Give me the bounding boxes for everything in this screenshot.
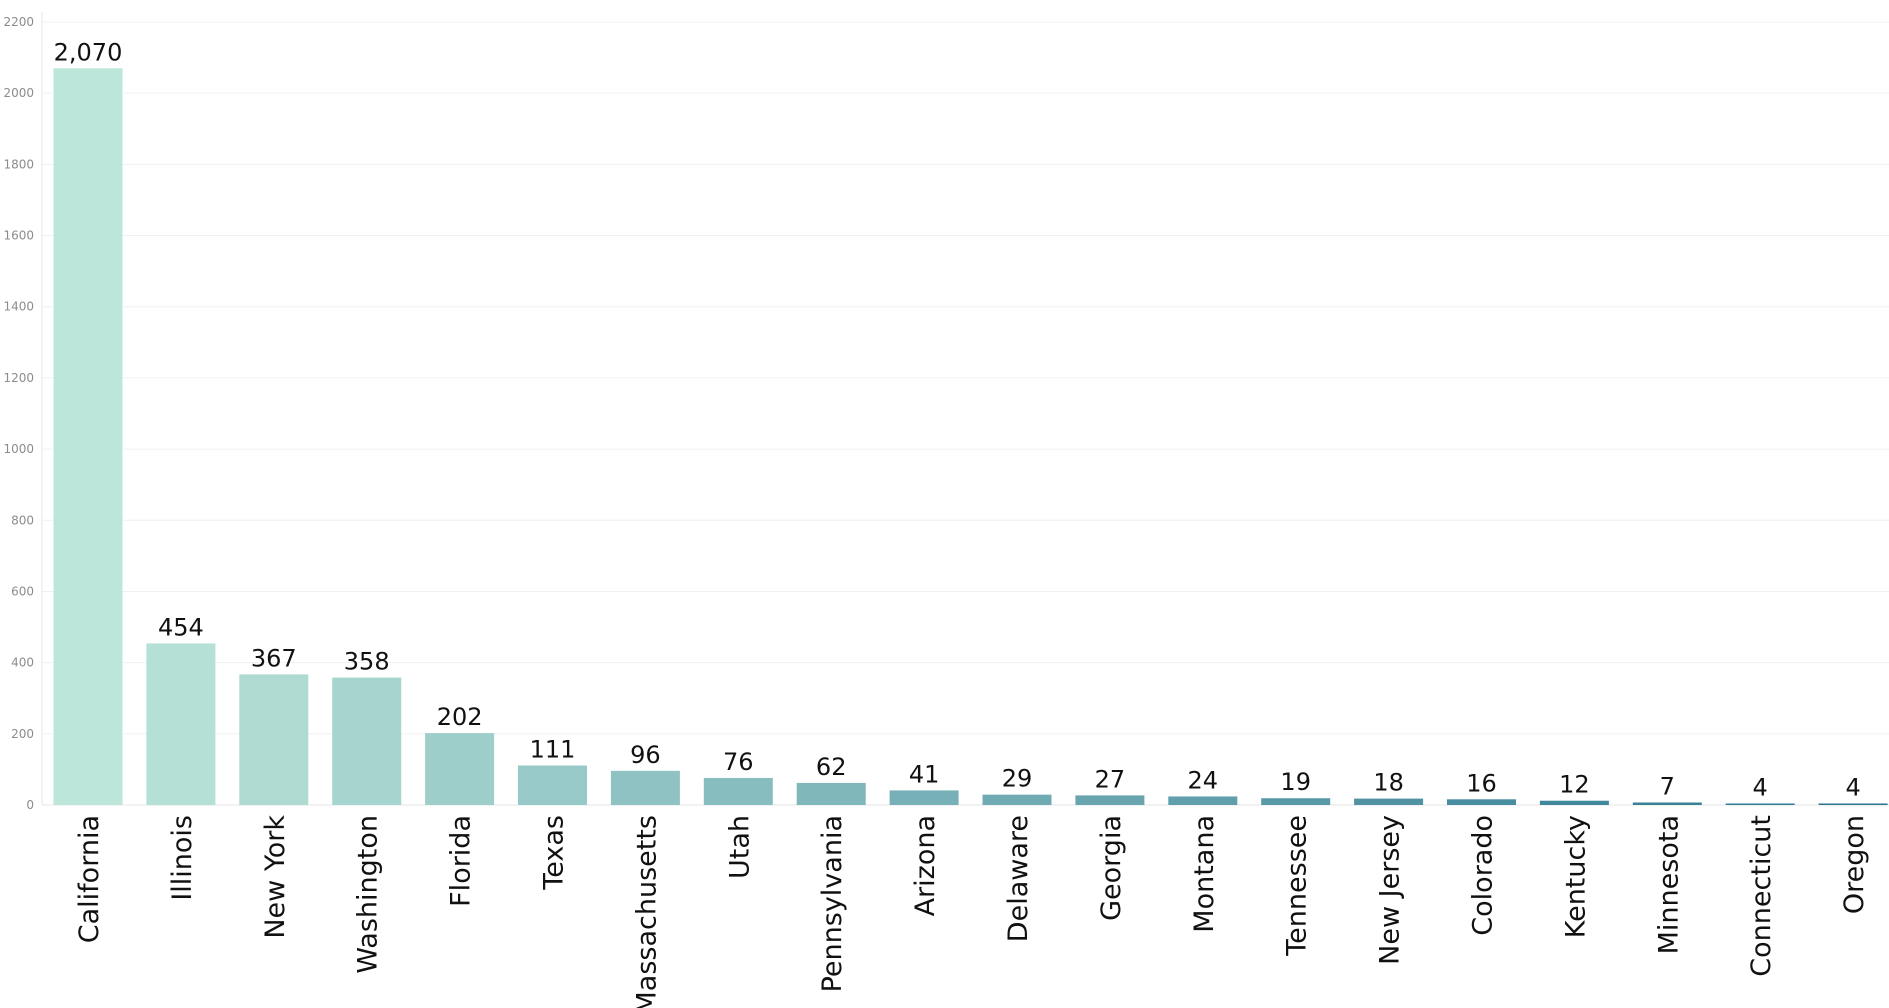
value-label: 4: [1845, 774, 1860, 802]
bar-illinois: [146, 643, 216, 805]
value-label: 358: [344, 648, 390, 676]
category-label: Illinois: [167, 815, 198, 901]
y-tick-label: 0: [26, 798, 34, 812]
y-tick-label: 600: [11, 584, 34, 598]
category-label: Delaware: [1003, 815, 1034, 942]
bar-connecticut: [1725, 803, 1795, 805]
category-label: Arizona: [910, 815, 941, 916]
category-label: Washington: [353, 815, 384, 974]
value-label: 2,070: [54, 38, 123, 66]
category-label: Tennessee: [1282, 815, 1313, 957]
category-label: Massachusetts: [631, 815, 662, 1008]
bar-florida: [425, 733, 495, 805]
value-label: 24: [1188, 766, 1219, 794]
bar-pennsylvania: [796, 782, 866, 805]
y-tick-label: 1600: [3, 229, 34, 243]
value-label: 202: [437, 703, 483, 731]
category-label: Kentucky: [1560, 815, 1591, 938]
value-labels: 2,070 454 367 358 202 111 96 76 62 41 29 27 24 19 18 16…: [54, 38, 1861, 801]
bar-massachusetts: [610, 770, 680, 805]
value-label: 16: [1466, 769, 1497, 797]
value-label: 76: [723, 748, 754, 776]
bar-tennessee: [1261, 798, 1331, 805]
y-tick-label: 400: [11, 656, 34, 670]
bars: [53, 68, 1888, 805]
category-label: Pennsylvania: [817, 815, 848, 992]
value-label: 4: [1753, 774, 1768, 802]
value-label: 454: [158, 613, 204, 641]
bar-georgia: [1075, 795, 1145, 805]
category-label: Minnesota: [1653, 815, 1684, 954]
bar-washington: [332, 677, 402, 805]
value-label: 29: [1002, 765, 1033, 793]
category-label: Colorado: [1468, 815, 1499, 936]
bar-new-jersey: [1354, 798, 1424, 805]
value-label: 367: [251, 644, 297, 672]
value-label: 62: [816, 753, 847, 781]
bar-texas: [518, 765, 587, 805]
bar-utah: [703, 777, 773, 805]
y-tick-label: 2000: [3, 86, 34, 100]
bar-arizona: [889, 790, 959, 805]
category-label: New York: [260, 815, 291, 939]
category-label: Georgia: [1096, 815, 1127, 921]
category-label: Oregon: [1839, 815, 1870, 914]
category-label: New Jersey: [1375, 815, 1406, 965]
category-label: California: [74, 815, 105, 943]
bar-delaware: [982, 794, 1052, 805]
category-label: Montana: [1189, 815, 1220, 933]
y-tick-label: 200: [11, 727, 34, 741]
value-label: 96: [630, 741, 661, 769]
value-label: 19: [1280, 768, 1311, 796]
value-label: 41: [909, 760, 940, 788]
y-axis-ticks: 0 200 400 600 800 1000 1200 1400 1600 1800 2000 220…: [3, 15, 34, 812]
y-tick-label: 1400: [3, 300, 34, 314]
bar-montana: [1168, 796, 1238, 805]
bar-colorado: [1447, 799, 1516, 805]
category-label: Texas: [539, 815, 570, 891]
y-tick-label: 800: [11, 513, 34, 527]
y-tick-label: 2200: [3, 15, 34, 29]
bar-minnesota: [1632, 802, 1702, 805]
value-label: 7: [1660, 773, 1675, 801]
category-label: Utah: [724, 815, 755, 879]
bar-new-york: [239, 674, 309, 805]
value-label: 27: [1095, 765, 1126, 793]
y-tick-label: 1200: [3, 371, 34, 385]
bar-california: [53, 68, 123, 805]
y-tick-label: 1800: [3, 157, 34, 171]
category-label: Florida: [446, 815, 477, 907]
category-label: Connecticut: [1746, 815, 1777, 977]
category-labels: California Illinois New York Washington Flor…: [74, 815, 1870, 1008]
value-label: 12: [1559, 771, 1590, 799]
value-label: 111: [530, 735, 576, 763]
bar-kentucky: [1539, 800, 1609, 805]
value-label: 18: [1373, 769, 1404, 797]
gridlines: [41, 12, 1889, 806]
y-tick-label: 1000: [3, 442, 34, 456]
bar-oregon: [1818, 803, 1888, 805]
